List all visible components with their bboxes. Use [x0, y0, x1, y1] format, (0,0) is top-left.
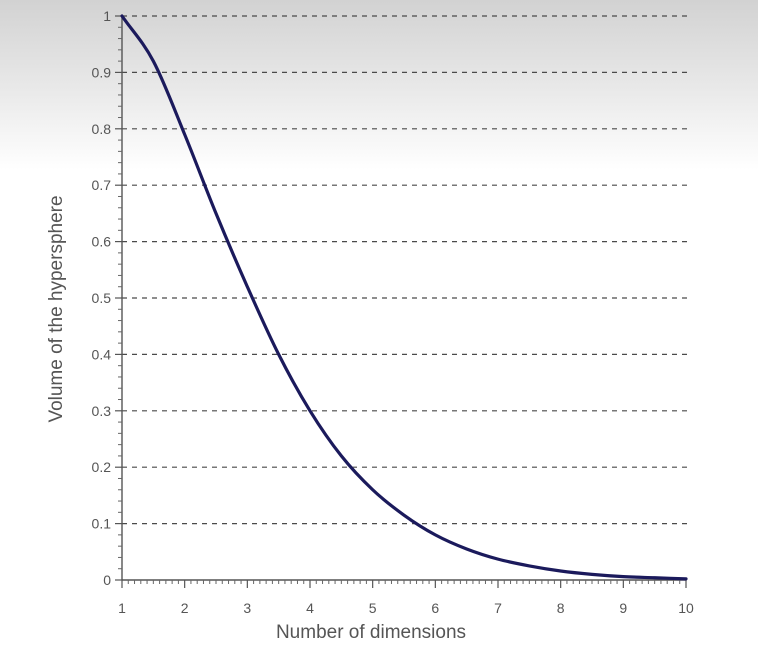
- y-tick-label: 1: [103, 8, 111, 24]
- y-tick-label: 0.3: [92, 403, 112, 419]
- x-tick-label: 1: [118, 600, 126, 616]
- y-tick-label: 0.4: [92, 346, 112, 362]
- x-tick-label: 3: [243, 600, 251, 616]
- x-tick-label: 9: [619, 600, 627, 616]
- y-tick-label: 0.8: [92, 121, 112, 137]
- y-tick-label: 0.1: [92, 516, 112, 532]
- y-tick-label: 0.5: [92, 290, 112, 306]
- grid-lines: [122, 15, 688, 525]
- y-tick-label: 0.2: [92, 459, 112, 475]
- y-tick-label: 0.7: [92, 177, 112, 193]
- x-axis-title: Number of dimensions: [276, 622, 466, 643]
- series-line: [120, 14, 688, 581]
- x-tick-label: 10: [678, 600, 694, 616]
- x-tick-label: 4: [306, 600, 314, 616]
- y-axis-title: Volume of the hypersphere: [46, 195, 67, 422]
- x-tick-label: 7: [494, 600, 502, 616]
- x-tick-label: 8: [557, 600, 565, 616]
- y-tick-label: 0.6: [92, 234, 112, 250]
- series: [120, 14, 688, 581]
- ticks: [115, 15, 687, 588]
- x-tick-label: 6: [431, 600, 439, 616]
- x-tick-label: 2: [181, 600, 189, 616]
- y-tick-label: 0.9: [92, 64, 112, 80]
- y-tick-label: 0: [103, 572, 111, 588]
- tick-labels: 0 0.1 0.2 0.3 0.4 0.5 0.6 0.7 0.8 0.9 1 1 2 3 4 5 6 7 8 9 10: [92, 8, 694, 616]
- x-tick-label: 5: [369, 600, 377, 616]
